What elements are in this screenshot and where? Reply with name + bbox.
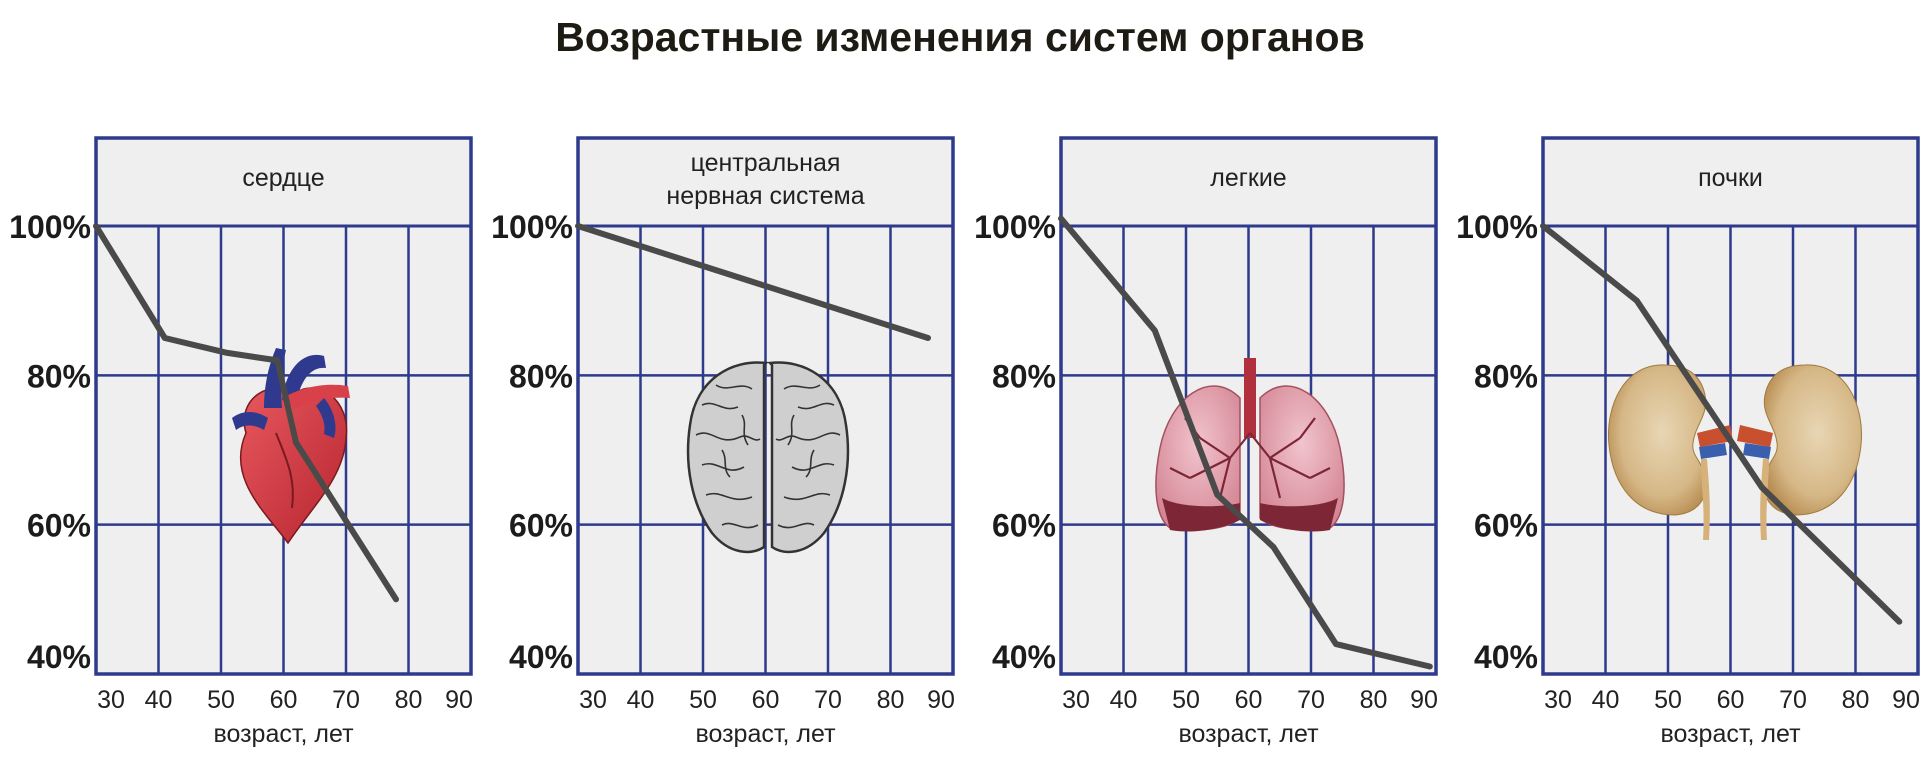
y-tick-label: 40% [27,639,91,675]
x-tick-label: 80 [1360,686,1388,714]
y-tick-label: 40% [1474,639,1538,675]
panel-title: нервная система [666,182,864,210]
y-tick-label: 100% [1456,209,1538,245]
y-tick-label: 80% [27,358,91,394]
x-tick-label: 70 [1297,686,1325,714]
x-tick-label: 80 [395,686,423,714]
y-tick-label: 60% [509,508,573,544]
x-tick-label: 50 [689,686,717,714]
y-tick-label: 60% [27,508,91,544]
x-tick-label: 60 [752,686,780,714]
x-tick-label: 70 [814,686,842,714]
chart-panel-1: сердце 100% 80% 60% 40%30 40 50 60 70 80 90 возраст… [9,136,473,748]
x-tick-label: 70 [1779,686,1807,714]
x-tick-label: 90 [1892,686,1920,714]
x-tick-label: 90 [1410,686,1438,714]
x-tick-label: 40 [145,686,173,714]
series-line [575,223,931,341]
y-tick-label: 40% [992,639,1056,675]
panel-frame [94,136,473,676]
panel-title: легкие [1210,164,1286,192]
chart-panel-2: центральная нервная система 100% 80% 60% 40%3… [491,136,955,748]
y-tick-label: 80% [992,358,1056,394]
x-tick-label: 30 [579,686,607,714]
x-tick-label: 70 [332,686,360,714]
panel-frame [1059,136,1438,676]
y-tick-label: 60% [1474,508,1538,544]
series-line [93,223,399,603]
x-tick-label: 50 [207,686,235,714]
panel-frame [576,136,955,676]
x-tick-label: 90 [927,686,955,714]
y-tick-label: 80% [1474,358,1538,394]
x-tick-label: 40 [1110,686,1138,714]
x-axis-label: возраст, лет [1660,720,1801,748]
y-tick-label: 40% [509,639,573,675]
y-tick-label: 100% [9,209,91,245]
panel-frame [1541,136,1920,676]
y-tick-label: 100% [491,209,573,245]
y-tick-label: 80% [509,358,573,394]
x-tick-label: 30 [1544,686,1572,714]
x-tick-label: 40 [627,686,655,714]
x-tick-label: 60 [1717,686,1745,714]
chart-panel-3: легкие 100% 80% 60% 40%30 40 50 60 70 80 90 возраст… [974,136,1438,748]
x-tick-label: 50 [1172,686,1200,714]
x-tick-label: 60 [1235,686,1263,714]
series-line [1540,223,1903,625]
x-tick-label: 80 [1842,686,1870,714]
x-tick-label: 30 [97,686,125,714]
x-tick-label: 30 [1062,686,1090,714]
x-tick-label: 90 [445,686,473,714]
chart-panel-4: почки 100% 80% 60% 40%30 40 50 60 70 80 90 возраст,… [1456,136,1920,748]
x-axis-label: возраст, лет [1178,720,1319,748]
x-tick-label: 40 [1592,686,1620,714]
x-tick-label: 60 [270,686,298,714]
panel-title: сердце [242,164,324,192]
x-axis-label: возраст, лет [695,720,836,748]
x-tick-label: 80 [877,686,905,714]
y-tick-label: 60% [992,508,1056,544]
x-axis-label: возраст, лет [213,720,354,748]
series-line [1058,215,1433,670]
chart-main-title: Возрастные изменения систем органов [555,14,1365,60]
panel-title: центральная [691,149,841,177]
panel-title: почки [1698,164,1763,192]
y-tick-label: 100% [974,209,1056,245]
x-tick-label: 50 [1654,686,1682,714]
